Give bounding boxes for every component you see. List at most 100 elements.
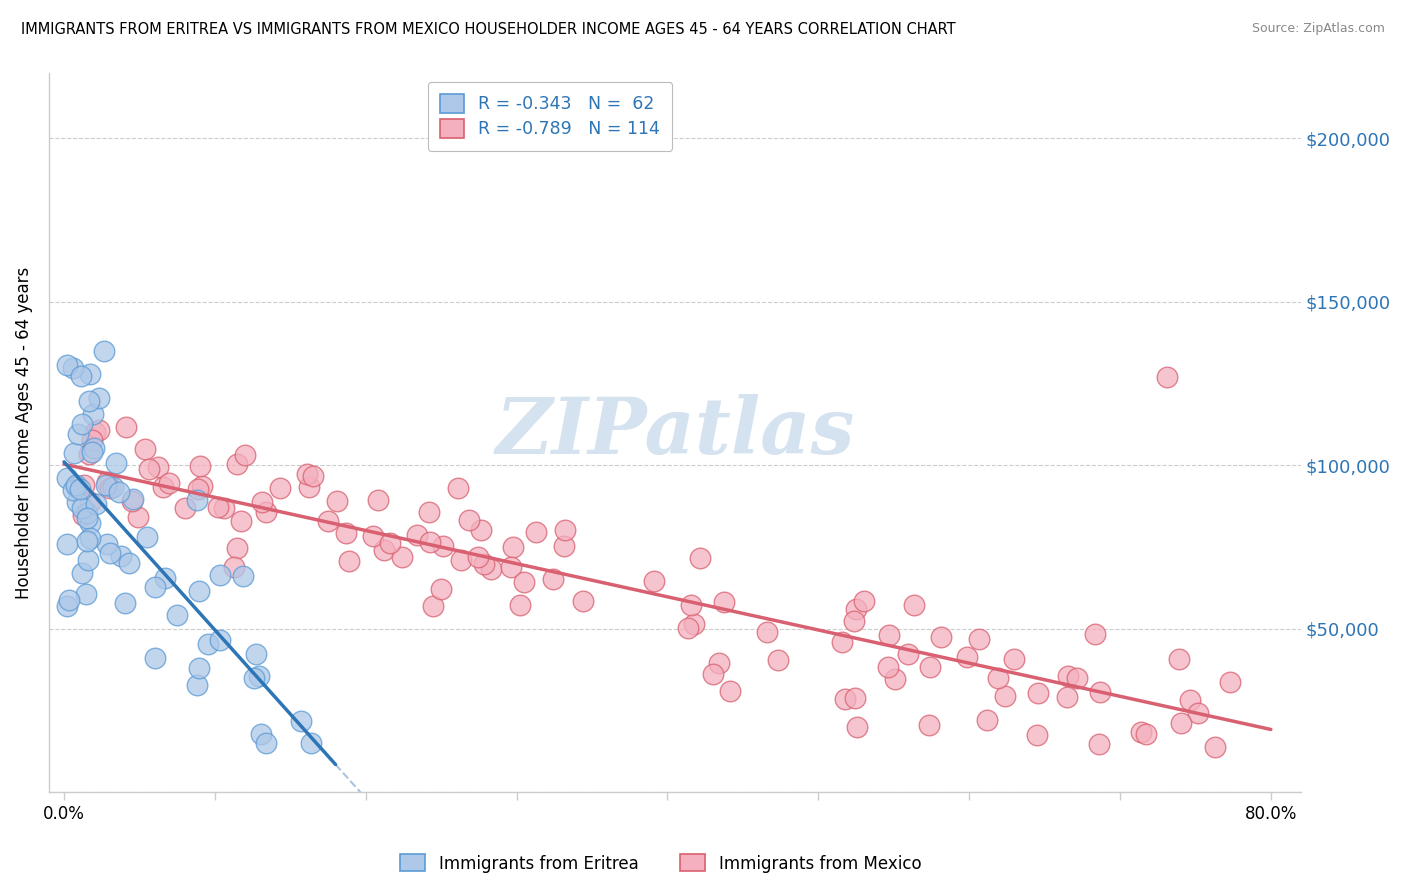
Point — [84, 498, 107, 512]
Point — [152, 480, 174, 494]
Point — [1088, 737, 1111, 751]
Point — [134, 442, 156, 457]
Point — [956, 649, 979, 664]
Point — [884, 673, 907, 687]
Point — [1002, 652, 1025, 666]
Point — [186, 678, 208, 692]
Point — [918, 659, 941, 673]
Point — [1026, 686, 1049, 700]
Point — [56, 599, 79, 613]
Point — [844, 690, 866, 705]
Point — [571, 593, 593, 607]
Point — [513, 574, 536, 589]
Legend: R = -0.343   N =  62, R = -0.789   N = 114: R = -0.343 N = 62, R = -0.789 N = 114 — [427, 82, 672, 151]
Point — [232, 569, 254, 583]
Point — [1156, 370, 1178, 384]
Point — [845, 720, 868, 734]
Point — [62, 361, 84, 376]
Point — [209, 568, 232, 582]
Point — [254, 736, 277, 750]
Point — [76, 533, 98, 548]
Point — [98, 481, 121, 495]
Point — [976, 713, 998, 727]
Point — [67, 426, 90, 441]
Point — [269, 481, 291, 495]
Point — [929, 630, 952, 644]
Point — [373, 542, 395, 557]
Point — [110, 549, 132, 563]
Point — [83, 441, 105, 455]
Point — [79, 531, 101, 545]
Point — [65, 479, 87, 493]
Point — [553, 540, 575, 554]
Point — [56, 537, 79, 551]
Point — [1025, 728, 1047, 742]
Point — [250, 727, 273, 741]
Point — [226, 541, 249, 555]
Point — [65, 478, 87, 492]
Point — [707, 656, 730, 670]
Point — [226, 457, 249, 471]
Point — [1219, 674, 1241, 689]
Point — [56, 471, 79, 485]
Point — [188, 660, 211, 674]
Point — [501, 560, 523, 574]
Text: IMMIGRANTS FROM ERITREA VS IMMIGRANTS FROM MEXICO HOUSEHOLDER INCOME AGES 45 - 6: IMMIGRANTS FROM ERITREA VS IMMIGRANTS FR… — [21, 22, 956, 37]
Point — [1170, 715, 1192, 730]
Point — [157, 475, 180, 490]
Point — [79, 516, 101, 530]
Point — [75, 587, 97, 601]
Point — [502, 540, 524, 554]
Point — [298, 480, 321, 494]
Point — [450, 553, 472, 567]
Point — [70, 417, 93, 431]
Point — [391, 549, 413, 564]
Point — [245, 647, 267, 661]
Point — [70, 566, 93, 580]
Point — [852, 594, 875, 608]
Point — [224, 560, 246, 574]
Point — [509, 598, 531, 612]
Point — [1066, 671, 1088, 685]
Point — [302, 469, 325, 483]
Point — [845, 602, 868, 616]
Point — [148, 459, 170, 474]
Point — [378, 536, 401, 550]
Point — [1057, 669, 1080, 683]
Point — [69, 482, 91, 496]
Point — [76, 510, 98, 524]
Point — [718, 684, 741, 698]
Point — [77, 394, 100, 409]
Point — [143, 651, 166, 665]
Point — [877, 628, 900, 642]
Point — [87, 392, 110, 406]
Point — [432, 539, 454, 553]
Point — [335, 525, 357, 540]
Point — [479, 562, 502, 576]
Point — [190, 459, 212, 474]
Point — [242, 671, 264, 685]
Point — [83, 425, 105, 440]
Point — [689, 550, 711, 565]
Point — [903, 599, 925, 613]
Point — [316, 514, 339, 528]
Point — [96, 475, 118, 489]
Point — [250, 494, 273, 508]
Point — [191, 479, 214, 493]
Point — [105, 457, 128, 471]
Point — [831, 635, 853, 649]
Point — [254, 505, 277, 519]
Point — [766, 653, 789, 667]
Point — [326, 494, 349, 508]
Point — [247, 669, 270, 683]
Point — [474, 558, 496, 572]
Point — [80, 444, 103, 458]
Point — [418, 505, 440, 519]
Point — [118, 556, 141, 570]
Point — [82, 433, 104, 447]
Point — [844, 614, 866, 628]
Point — [1204, 739, 1226, 754]
Point — [93, 343, 115, 358]
Y-axis label: Householder Income Ages 45 - 64 years: Householder Income Ages 45 - 64 years — [15, 267, 32, 599]
Point — [212, 500, 235, 515]
